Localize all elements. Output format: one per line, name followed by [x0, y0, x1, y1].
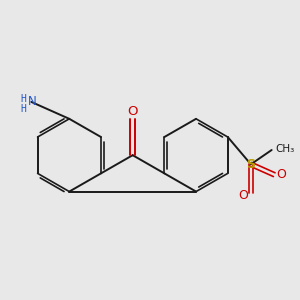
Text: S: S	[246, 158, 255, 171]
Text: O: O	[277, 168, 286, 181]
Text: N: N	[28, 95, 37, 108]
Text: O: O	[128, 104, 138, 118]
Text: H: H	[21, 104, 26, 114]
Text: O: O	[239, 189, 248, 202]
Text: CH₃: CH₃	[276, 144, 295, 154]
Text: H: H	[21, 94, 26, 104]
